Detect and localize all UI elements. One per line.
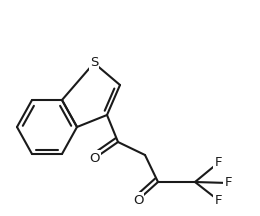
Text: F: F (224, 176, 232, 189)
Text: O: O (90, 151, 100, 165)
Text: O: O (133, 194, 143, 206)
Text: F: F (214, 194, 222, 206)
Text: S: S (90, 57, 98, 70)
Text: F: F (214, 157, 222, 170)
